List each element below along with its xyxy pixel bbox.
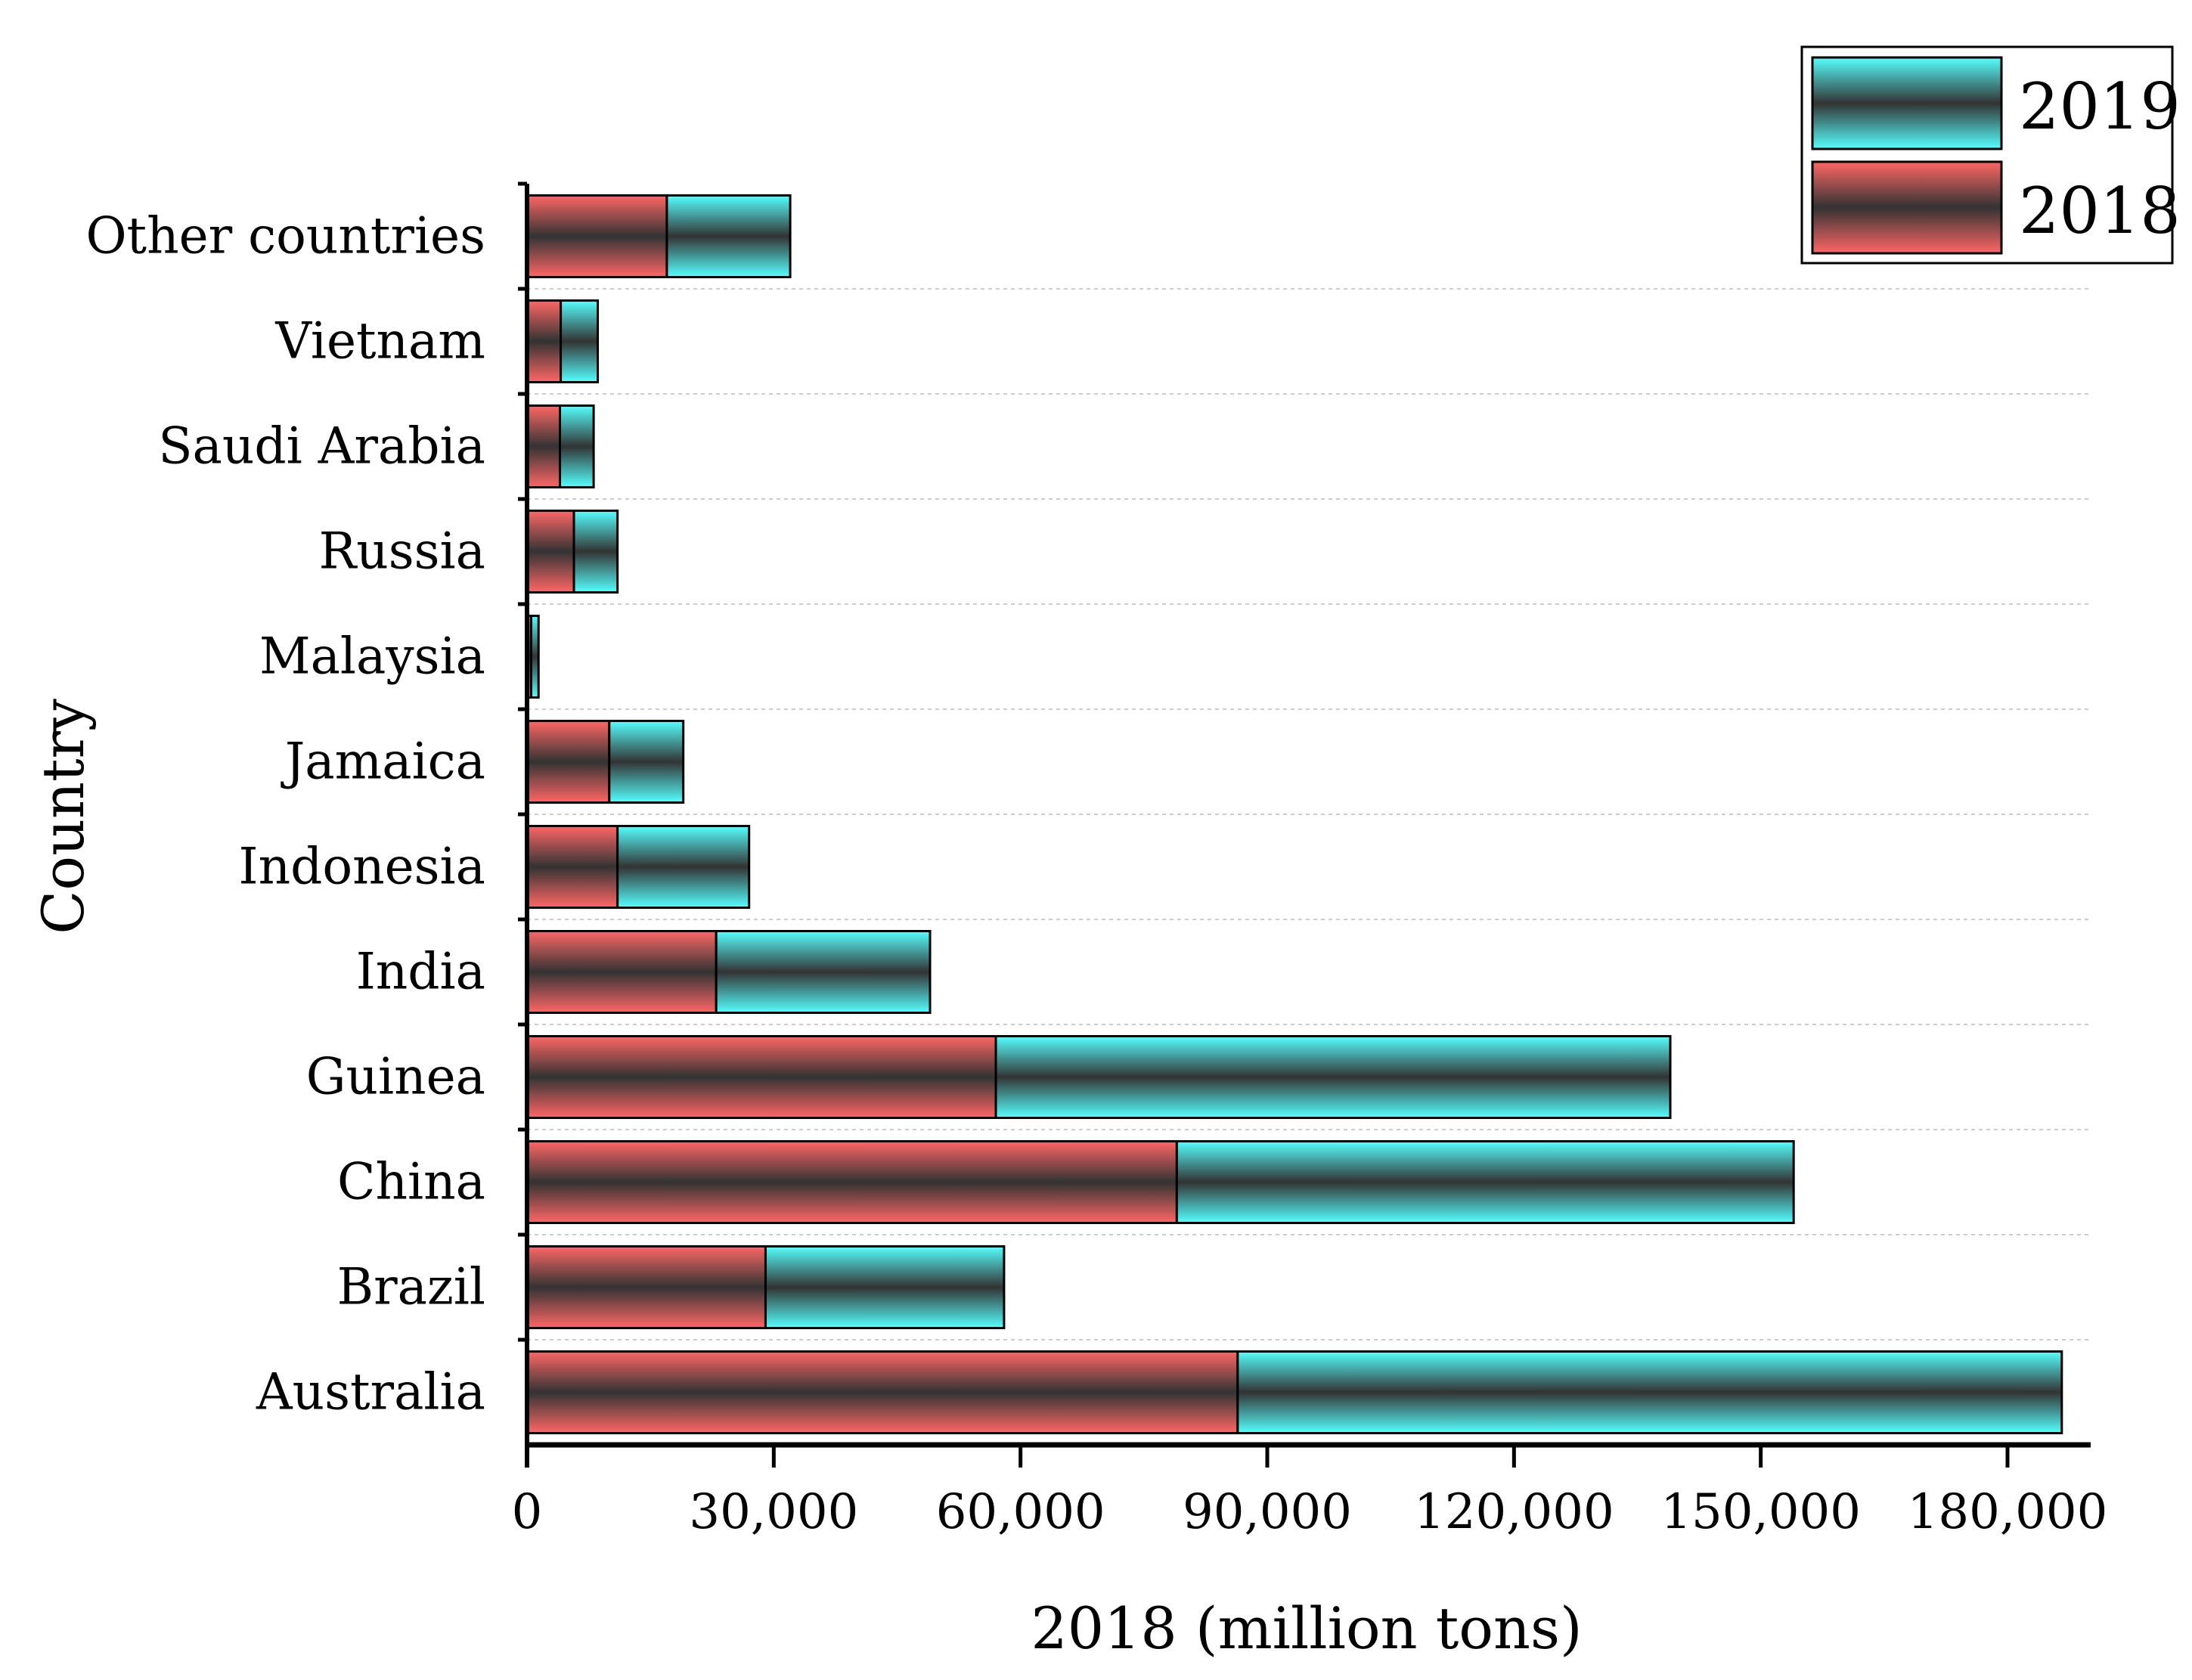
x-tick-label: 90,000: [1183, 1484, 1352, 1540]
x-axis-title: 2018 (million tons): [1031, 1595, 1582, 1662]
y-tick-label: Jamaica: [281, 733, 485, 791]
y-tick-label: China: [337, 1153, 485, 1211]
bar-2019-saudi-arabia: [559, 405, 595, 488]
x-tick-label: 30,000: [689, 1484, 858, 1540]
y-tick-label: Saudi Arabia: [158, 417, 485, 476]
y-tick-label: India: [356, 943, 485, 1001]
y-tick-label: Indonesia: [239, 838, 485, 896]
bar-2019-brazil: [764, 1245, 1006, 1329]
bar-2018-australia: [526, 1350, 1239, 1434]
bar-2018-russia: [526, 510, 575, 594]
legend: 2019 2018: [1800, 45, 2181, 265]
y-tick-label: Russia: [319, 522, 485, 581]
bar-2019-vietnam: [560, 299, 600, 383]
y-tick-label: Guinea: [306, 1048, 485, 1106]
legend-swatch-2018: [1811, 160, 2003, 255]
bar-2018-vietnam: [526, 299, 563, 383]
bar-2019-indonesia: [616, 825, 751, 909]
y-axis-title: Country: [29, 699, 97, 935]
y-tick-label: Brazil: [337, 1258, 485, 1316]
bar-2018-india: [526, 930, 718, 1014]
legend-swatch-2019: [1811, 56, 2003, 150]
x-tick-label: 60,000: [936, 1484, 1105, 1540]
gridlines: [527, 288, 2091, 1341]
x-tick-label: 150,000: [1660, 1484, 1861, 1540]
legend-label-2018: 2018: [2019, 174, 2181, 248]
bar-2019-guinea: [994, 1035, 1672, 1119]
bar-2019-russia: [572, 510, 619, 594]
bar-2019-other-countries: [665, 194, 792, 278]
bar-2018-saudi-arabia: [526, 405, 562, 488]
bars: [526, 194, 2063, 1434]
y-tick-label: Australia: [256, 1363, 485, 1421]
bar-2018-brazil: [526, 1245, 767, 1329]
bar-2018-guinea: [526, 1035, 997, 1119]
legend-label-2019: 2019: [2019, 70, 2181, 144]
x-tick-label: 180,000: [1908, 1484, 2108, 1540]
bar-2019-jamaica: [608, 720, 685, 804]
bar-2019-malaysia: [529, 615, 540, 699]
x-tick-label: 120,000: [1414, 1484, 1614, 1540]
y-tick-label: Vietnam: [274, 312, 485, 370]
axes: Australia Brazil China Guinea India Indonesia…: [85, 181, 2108, 1540]
y-tick-label: Other countries: [85, 207, 485, 265]
bar-2019-india: [715, 930, 932, 1014]
x-tick-label: 0: [512, 1484, 543, 1540]
bar-2019-china: [1175, 1140, 1795, 1224]
bar-2018-jamaica: [526, 720, 611, 804]
bar-2018-indonesia: [526, 825, 619, 909]
y-tick-label: Malaysia: [259, 628, 485, 686]
bar-2018-other-countries: [526, 194, 668, 278]
bar-2019-australia: [1236, 1350, 2063, 1434]
bar-2018-china: [526, 1140, 1178, 1224]
